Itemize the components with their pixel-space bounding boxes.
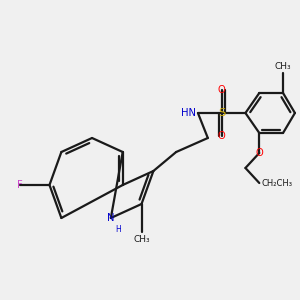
Text: H: H xyxy=(115,225,121,234)
Text: CH₃: CH₃ xyxy=(133,235,150,244)
Text: O: O xyxy=(255,148,263,158)
Text: CH₂CH₃: CH₂CH₃ xyxy=(261,178,292,188)
Text: CH₃: CH₃ xyxy=(275,62,291,71)
Text: HN: HN xyxy=(181,108,196,118)
Text: F: F xyxy=(17,180,23,190)
Text: O: O xyxy=(218,85,226,95)
Text: O: O xyxy=(218,131,226,141)
Text: S: S xyxy=(218,108,225,118)
Text: N: N xyxy=(107,213,115,223)
